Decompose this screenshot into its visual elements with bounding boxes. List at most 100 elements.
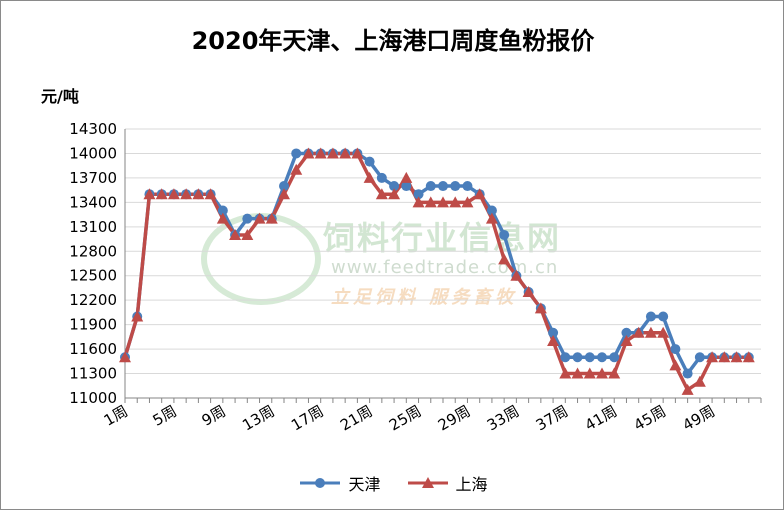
data-point <box>596 367 608 379</box>
data-point <box>290 163 303 175</box>
y-tick-label: 12800 <box>69 242 117 260</box>
data-point <box>645 311 656 322</box>
legend-marker-circle-icon <box>300 478 341 488</box>
y-tick-label: 14300 <box>69 120 117 138</box>
legend-label: 天津 <box>348 475 381 494</box>
x-tick-label: 5周 <box>150 402 180 430</box>
chart-title: 2020年天津、上海港口周度鱼粉报价 <box>191 27 595 55</box>
data-point <box>119 351 131 363</box>
data-point <box>155 188 168 200</box>
data-point <box>461 196 474 208</box>
data-point <box>400 171 413 183</box>
data-point <box>609 352 620 363</box>
y-tick-label: 13100 <box>69 218 117 236</box>
data-point <box>131 310 144 322</box>
legend: 天津 上海 <box>1 471 784 495</box>
data-point <box>438 181 448 192</box>
data-point <box>597 352 607 363</box>
data-point <box>424 196 437 208</box>
y-tick-label: 12200 <box>69 291 117 309</box>
data-point <box>326 147 339 159</box>
data-point <box>376 172 387 183</box>
x-tick-label: 33周 <box>484 402 523 435</box>
data-point <box>412 196 425 208</box>
y-tick-label: 11000 <box>69 389 117 407</box>
x-tick-label: 13周 <box>239 402 278 435</box>
x-tick-label: 21周 <box>337 402 376 435</box>
data-point <box>388 188 401 200</box>
data-point <box>425 181 436 192</box>
legend-item-shanghai: 上海 <box>406 471 488 495</box>
data-point <box>473 188 486 200</box>
data-point <box>499 229 510 240</box>
data-point <box>608 367 621 379</box>
data-point <box>242 213 253 224</box>
y-tick-label: 14000 <box>69 144 117 162</box>
data-point <box>572 352 583 363</box>
data-point <box>718 351 731 363</box>
data-point <box>534 302 547 314</box>
data-point <box>681 383 694 395</box>
data-point <box>559 367 572 379</box>
data-point <box>560 352 571 363</box>
data-point <box>351 147 364 159</box>
data-point <box>314 147 327 159</box>
x-tick-label: 37周 <box>533 402 572 435</box>
data-point <box>143 188 156 200</box>
data-point <box>450 181 461 192</box>
x-tick-label: 29周 <box>435 402 474 435</box>
data-point <box>278 188 290 200</box>
x-tick-label: 41周 <box>582 402 621 435</box>
y-tick-label: 11300 <box>69 365 117 383</box>
data-point <box>253 212 266 224</box>
data-point <box>485 212 498 224</box>
x-tick-label: 17周 <box>288 402 327 435</box>
data-point <box>730 351 743 363</box>
data-point <box>583 367 596 379</box>
data-point <box>547 334 560 346</box>
x-tick-label: 45周 <box>631 402 670 435</box>
data-point <box>682 368 693 379</box>
data-point <box>229 228 242 240</box>
data-point <box>498 253 511 265</box>
data-point <box>204 188 217 200</box>
data-point <box>375 188 388 200</box>
data-point <box>401 181 412 192</box>
y-tick-label: 11900 <box>69 316 117 334</box>
data-point <box>657 326 670 338</box>
data-point <box>706 351 719 363</box>
data-point <box>694 352 705 363</box>
legend-marker-triangle-icon <box>407 477 448 488</box>
data-point <box>449 196 462 208</box>
legend-item-tianjin: 天津 <box>298 471 380 495</box>
data-point <box>180 188 193 200</box>
data-point <box>742 351 755 363</box>
data-point <box>291 148 302 159</box>
data-point <box>658 311 669 322</box>
data-point <box>510 269 523 281</box>
data-point <box>364 156 375 167</box>
data-point <box>693 375 706 387</box>
series-line-0 <box>123 151 749 376</box>
y-tick-label: 13700 <box>69 169 117 187</box>
y-tick-label: 12500 <box>69 267 117 285</box>
data-point <box>437 196 449 208</box>
data-point <box>265 212 278 224</box>
data-point <box>217 205 228 216</box>
data-point <box>363 171 376 183</box>
y-axis-unit-label: 元/吨 <box>41 87 79 106</box>
data-point <box>571 367 584 379</box>
data-point <box>669 359 682 371</box>
x-tick-label: 9周 <box>199 402 229 430</box>
data-point <box>216 212 229 224</box>
data-point <box>192 188 205 200</box>
series-line-1 <box>123 151 749 392</box>
data-point <box>548 327 559 338</box>
data-point <box>413 189 424 200</box>
data-point <box>670 344 681 355</box>
data-point <box>584 352 595 363</box>
data-point <box>339 147 352 159</box>
data-point <box>486 205 497 216</box>
